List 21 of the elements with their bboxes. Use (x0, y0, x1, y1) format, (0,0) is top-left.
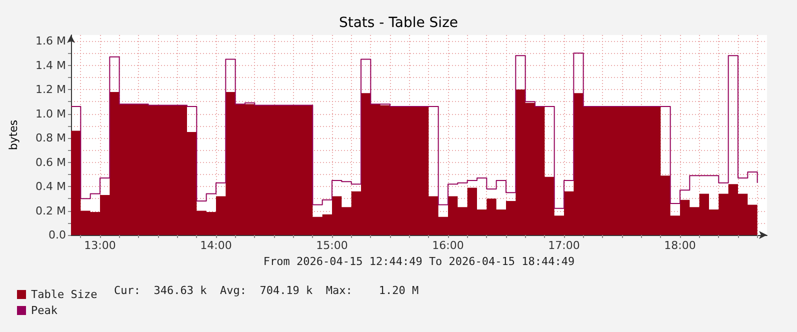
y-tick-label: 1.2 M (36, 83, 66, 96)
y-tick-label: 1.0 M (36, 107, 66, 120)
text: Cur: 346.63 k Avg: 704.19 k Max: 1.20 M (114, 284, 420, 297)
x-tick-label: 14:00 (200, 239, 232, 252)
y-tick-label: 1.6 M (36, 34, 66, 48)
x-tick-label: 17:00 (548, 239, 580, 252)
y-tick-label: 0.2 M (36, 204, 66, 218)
legend-label: Table Size (31, 288, 98, 301)
x-tick-label: 18:00 (664, 239, 696, 252)
x-tick-label: 16:00 (432, 239, 464, 252)
x-tick-label: 15:00 (316, 239, 348, 252)
x-axis-title: From 2026-04-15 12:44:49 To 2026-04-15 18:44:49 (263, 255, 575, 268)
y-tick-label: 0.0 (48, 228, 66, 242)
legend-label: Peak (31, 304, 58, 317)
y-tick-label: 1.4 M (36, 58, 66, 72)
x-tick-label: 13:00 (84, 239, 116, 252)
y-tick-label: 0.6 M (36, 156, 66, 169)
y-axis-title: bytes (7, 120, 20, 150)
y-tick-label: 0.8 M (36, 132, 66, 145)
chart-title: Stats - Table Size (338, 15, 458, 31)
y-tick-label: 0.4 M (36, 180, 66, 194)
